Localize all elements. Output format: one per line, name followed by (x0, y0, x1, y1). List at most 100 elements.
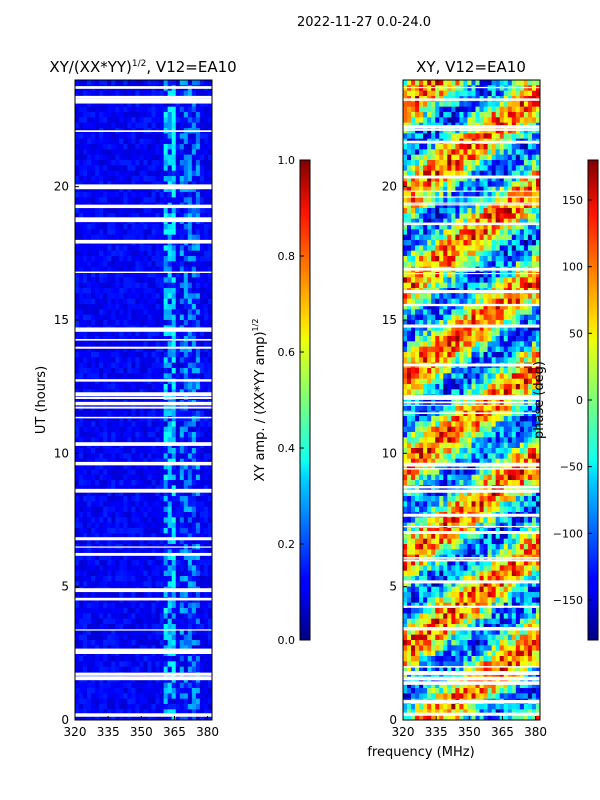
heatmap-cell (171, 154, 177, 161)
heatmap-cell (163, 357, 168, 363)
heatmap-cell (483, 160, 488, 166)
heatmap-cell (419, 133, 424, 139)
heatmap-cell (111, 640, 116, 646)
heatmap-cell (103, 138, 108, 145)
heatmap-cell (443, 117, 448, 123)
heatmap-cell (167, 181, 173, 187)
heatmap-cell (171, 256, 177, 262)
heatmap-cell (183, 352, 189, 358)
heatmap-cell (107, 485, 112, 491)
heatmap-cell (207, 133, 212, 139)
heatmap-cell (139, 138, 144, 145)
heatmap-cell (471, 133, 476, 139)
heatmap-cell (79, 90, 84, 97)
heatmap-cell (75, 197, 80, 203)
heatmap-cell (87, 117, 92, 123)
heatmap-cell (187, 634, 193, 641)
heatmap-cell (123, 634, 128, 641)
heatmap-cell (203, 144, 209, 150)
heatmap-cell (455, 101, 460, 107)
heatmap-cell (87, 112, 92, 118)
heatmap-cell (167, 122, 173, 129)
heatmap-cell (479, 112, 484, 118)
flagged-row (75, 588, 212, 593)
heatmap-cell (87, 448, 92, 454)
heatmap-cell (407, 186, 412, 193)
heatmap-cell (127, 688, 132, 694)
heatmap-cell (83, 458, 88, 465)
heatmap-cell (131, 426, 136, 433)
heatmap-cell (119, 234, 124, 241)
heatmap-cell (535, 133, 540, 139)
heatmap-cell (167, 208, 173, 214)
heatmap-cell (411, 202, 416, 209)
heatmap-cell (99, 208, 104, 214)
heatmap-cell (159, 570, 164, 577)
heatmap-cell (491, 176, 496, 182)
heatmap-cell (75, 170, 80, 177)
heatmap-cell (483, 112, 488, 118)
heatmap-cell (79, 229, 84, 235)
heatmap-cell (99, 314, 104, 321)
heatmap-cell (79, 496, 84, 502)
heatmap-cell (95, 149, 100, 155)
heatmap-cell (87, 640, 92, 646)
heatmap-cell (183, 480, 189, 486)
heatmap-cell (171, 384, 177, 390)
heatmap-cell (535, 101, 540, 107)
heatmap-cell (119, 186, 124, 193)
heatmap-cell (187, 90, 193, 97)
heatmap-cell (147, 192, 152, 198)
colorbar1-tick-label: 0.2 (278, 538, 296, 551)
heatmap-cell (103, 181, 108, 187)
heatmap-cell (475, 176, 480, 182)
heatmap-cell (531, 80, 537, 86)
heatmap-cell (151, 282, 156, 289)
heatmap-cell (131, 688, 136, 694)
heatmap-cell (123, 298, 128, 305)
heatmap-cell (91, 602, 96, 609)
heatmap-cell (111, 661, 116, 667)
heatmap-cell (159, 618, 164, 625)
heatmap-cell (107, 261, 112, 267)
heatmap-cell (107, 186, 112, 193)
heatmap-cell (515, 112, 521, 118)
heatmap-cell (107, 101, 112, 107)
heatmap-cell (175, 698, 181, 705)
heatmap-cell (135, 458, 140, 465)
heatmap-cell (515, 176, 521, 182)
heatmap-cell (183, 640, 189, 646)
heatmap-cell (163, 330, 168, 337)
heatmap-cell (415, 181, 420, 187)
heatmap-cell (187, 426, 193, 433)
heatmap-cell (115, 197, 120, 203)
heatmap-cell (95, 640, 100, 646)
heatmap-cell (123, 496, 128, 502)
heatmap-cell (495, 112, 501, 118)
heatmap-cell (79, 309, 84, 315)
heatmap-cell (195, 533, 201, 539)
heatmap-cell (435, 170, 440, 177)
heatmap-cell (115, 122, 120, 129)
heatmap-cell (127, 480, 132, 486)
heatmap-cell (83, 186, 88, 193)
heatmap-cell (459, 80, 464, 86)
heatmap-cell (75, 629, 80, 635)
heatmap-cell (115, 309, 120, 315)
heatmap-cell (443, 112, 448, 118)
heatmap-cell (147, 709, 152, 715)
heatmap-cell (179, 432, 185, 438)
heatmap-cell (135, 384, 140, 390)
heatmap-cell (135, 645, 140, 651)
heatmap-cell (171, 666, 177, 673)
heatmap-cell (123, 272, 128, 278)
heatmap-cell (115, 133, 120, 139)
flagged-row (75, 327, 212, 331)
heatmap-cell (79, 618, 84, 625)
heatmap-cell (419, 144, 424, 150)
heatmap-cell (203, 698, 209, 705)
heatmap-cell (79, 389, 84, 395)
heatmap-cell (87, 373, 92, 379)
heatmap-cell (167, 362, 173, 369)
heatmap-cell (195, 282, 201, 289)
